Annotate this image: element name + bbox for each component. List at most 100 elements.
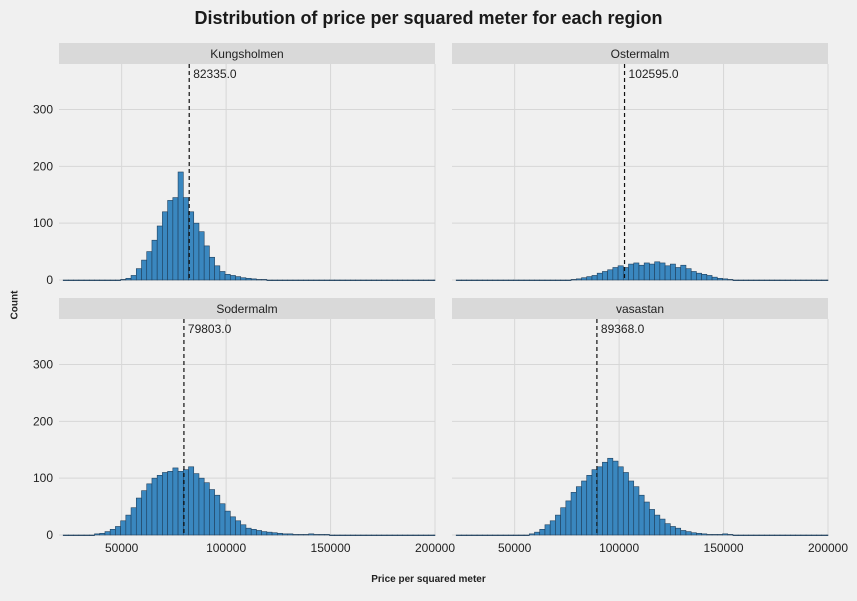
histogram-bar: [466, 534, 473, 536]
histogram-bar: [370, 534, 377, 536]
histogram-bar: [245, 527, 252, 536]
histogram-bar: [758, 534, 765, 536]
histogram-bar: [151, 477, 158, 536]
median-label: 79803.0: [188, 322, 232, 336]
histogram-bar: [727, 279, 734, 281]
histogram-bar: [638, 264, 645, 281]
histogram-bar: [350, 279, 356, 281]
histogram-bar: [188, 466, 195, 536]
histogram-bar: [701, 274, 708, 281]
chart-title: Distribution of price per squared meter …: [194, 8, 663, 28]
histogram-bar: [193, 222, 200, 281]
histogram-bar: [360, 534, 367, 536]
histogram-bar: [826, 279, 829, 281]
histogram-bar: [680, 530, 687, 536]
histogram-bar: [664, 523, 671, 536]
histogram-bar: [240, 277, 247, 281]
histogram-bar: [534, 531, 541, 536]
histogram-bar: [214, 494, 221, 536]
histogram-bar: [544, 524, 551, 536]
histogram-bar: [753, 279, 760, 281]
histogram-bar: [99, 279, 106, 281]
histogram-bar: [586, 276, 593, 281]
histogram-bar: [779, 279, 786, 281]
histogram-bar: [471, 534, 478, 536]
histogram-bar: [229, 516, 236, 536]
histogram-bar: [68, 534, 74, 536]
histogram-bar: [821, 534, 828, 536]
histogram-bar: [83, 279, 90, 281]
histogram-bar: [607, 269, 614, 281]
facet-strip-label: Ostermalm: [611, 47, 670, 61]
histogram-bar: [602, 461, 608, 536]
histogram-bar: [104, 531, 111, 536]
histogram-bar: [628, 263, 635, 281]
histogram-bar: [376, 534, 383, 536]
histogram-bar: [109, 529, 116, 536]
y-tick-label: 200: [33, 159, 53, 173]
histogram-bar: [120, 279, 127, 281]
y-tick-label: 200: [33, 414, 53, 428]
histogram-bar: [78, 279, 85, 281]
x-tick-label: 200000: [415, 541, 455, 555]
histogram-bar: [706, 534, 713, 536]
histogram-bar: [182, 197, 189, 281]
histogram-bar: [654, 514, 661, 536]
histogram-bar: [339, 534, 346, 536]
histogram-bar: [397, 279, 403, 281]
histogram-bar: [523, 279, 530, 281]
histogram-bar: [727, 534, 734, 536]
histogram-bar: [638, 494, 645, 536]
histogram-bar: [271, 532, 278, 536]
histogram-bar: [334, 279, 341, 281]
facet-strip: [452, 43, 828, 64]
y-tick-label: 0: [46, 273, 53, 287]
histogram-bar: [407, 534, 414, 536]
histogram-bar: [492, 279, 499, 281]
histogram-bar: [198, 477, 205, 536]
histogram-bar: [386, 279, 393, 281]
histogram-bar: [381, 279, 388, 281]
histogram-bar: [790, 534, 796, 536]
histogram-bar: [722, 278, 729, 281]
histogram-bar: [565, 279, 572, 281]
histogram-bar: [282, 279, 289, 281]
facet-strip: [452, 298, 828, 319]
histogram-bar: [805, 534, 812, 536]
histogram-bar: [402, 279, 409, 281]
histogram-bar: [130, 275, 137, 281]
histogram-bar: [245, 277, 252, 281]
x-tick-label: 50000: [105, 541, 139, 555]
histogram-bar: [135, 268, 142, 281]
histogram-bar: [633, 262, 640, 281]
histogram-bar: [428, 279, 435, 281]
histogram-bar: [669, 263, 676, 281]
facet-panel-sodermalm: Sodermalm 79803.0 0 100 200 300 50000 100000 150…: [33, 298, 455, 555]
histogram-bar: [696, 532, 702, 536]
x-tick-label: 100000: [599, 541, 639, 555]
histogram-bar: [790, 279, 796, 281]
histogram-bar: [386, 534, 393, 536]
histogram-bar: [73, 534, 80, 536]
facet-panel-vasastan: vasastan 89368.0 50000 100000 150000 200000: [452, 298, 848, 555]
histogram-bar: [716, 534, 723, 536]
histogram-bar: [461, 279, 467, 281]
histogram-bar: [203, 482, 210, 536]
histogram-bar: [350, 534, 356, 536]
histogram-bar: [172, 197, 179, 281]
histogram-bar: [560, 279, 567, 281]
histogram-bar: [518, 534, 525, 536]
histogram-bar: [617, 265, 624, 281]
histogram-bar: [313, 279, 320, 281]
histogram-bar: [513, 279, 520, 281]
histogram-bar: [109, 279, 116, 281]
histogram-bar: [570, 279, 577, 281]
histogram-bar: [800, 279, 807, 281]
histogram-bar: [73, 279, 80, 281]
histogram-bar: [329, 534, 336, 536]
histogram-bar: [229, 275, 236, 281]
x-tick-label: 50000: [498, 541, 532, 555]
histogram-bar: [177, 171, 184, 281]
histogram-bar: [94, 279, 101, 281]
